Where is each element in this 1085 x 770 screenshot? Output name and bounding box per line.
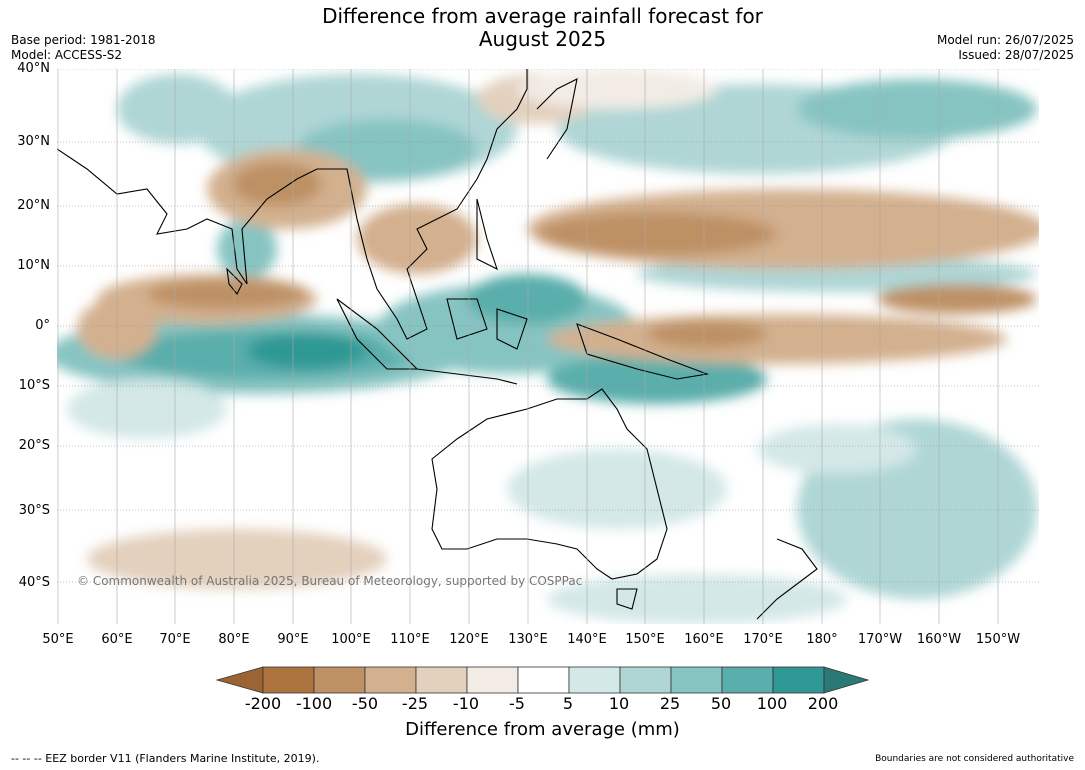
colorbar-tick-label: 5: [562, 694, 574, 713]
lon-label: 150°E: [625, 632, 665, 647]
lat-label: 40°N: [17, 61, 50, 76]
base-period: Base period: 1981-2018: [11, 33, 156, 47]
colorbar-tick-label: -25: [401, 694, 429, 713]
eez-legend-note: -- -- -- EEZ border V11 (Flanders Marine…: [11, 752, 320, 765]
copyright-notice: © Commonwealth of Australia 2025, Bureau…: [77, 574, 583, 588]
lat-label: 40°S: [18, 575, 50, 590]
lon-label: 90°E: [277, 632, 309, 647]
colorbar-segment: [721, 666, 774, 694]
colorbar-extend-high: [823, 666, 870, 694]
colorbar-segment: [415, 666, 468, 694]
lon-label: 140°E: [567, 632, 607, 647]
colorbar-tick-label: 200: [807, 694, 839, 713]
lon-label: 130°E: [508, 632, 548, 647]
lon-label: 170°E: [743, 632, 783, 647]
anomaly-fields: [57, 69, 1039, 624]
lat-label: 10°S: [18, 378, 50, 393]
colorbar-segment: [619, 666, 672, 694]
colorbar-tick-label: -50: [351, 694, 379, 713]
map-canvas: [57, 69, 1039, 624]
colorbar-tick-label: 100: [756, 694, 788, 713]
map-title: Difference from average rainfall forecas…: [0, 5, 1085, 51]
lon-label: 100°E: [331, 632, 371, 647]
colorbar-tick-label: 50: [710, 694, 732, 713]
colorbar-segments: [215, 666, 870, 694]
lat-label: 30°N: [17, 134, 50, 149]
lon-label: 150°W: [975, 632, 1021, 647]
lat-label: 20°S: [18, 438, 50, 453]
lat-label: 30°S: [18, 503, 50, 518]
colorbar-tick-label: -100: [295, 694, 333, 713]
meta-right: Model run: 26/07/2025 Issued: 28/07/2025: [937, 33, 1074, 63]
lon-label: 160°E: [684, 632, 724, 647]
colorbar-segment: [772, 666, 825, 694]
title-line-1: Difference from average rainfall forecas…: [322, 4, 763, 28]
colorbar-tick-label: -5: [509, 694, 525, 713]
colorbar-tick-label: -200: [244, 694, 282, 713]
coastlines: [57, 69, 818, 620]
lat-label: 0°: [35, 318, 50, 333]
lon-label: 110°E: [390, 632, 430, 647]
colorbar-tick-label: -10: [452, 694, 480, 713]
lon-label: 80°E: [218, 632, 250, 647]
lon-label: 50°E: [42, 632, 74, 647]
lon-label: 120°E: [449, 632, 489, 647]
colorbar-segment: [670, 666, 723, 694]
colorbar-extend-low: [215, 666, 264, 694]
lon-label: 70°E: [159, 632, 191, 647]
lon-label: 60°E: [101, 632, 133, 647]
lon-label: 160°W: [916, 632, 962, 647]
lon-label: 170°W: [857, 632, 903, 647]
title-line-2: August 2025: [478, 27, 607, 51]
model-name: Model: ACCESS-S2: [11, 48, 123, 62]
colorbar-segment: [517, 666, 570, 694]
meta-left: Base period: 1981-2018 Model: ACCESS-S2: [11, 33, 156, 63]
issued-date: Issued: 28/07/2025: [958, 48, 1074, 62]
rainfall-map: [57, 69, 1039, 624]
lon-label: 180°: [806, 632, 838, 647]
model-run: Model run: 26/07/2025: [936, 33, 1074, 47]
lat-label: 10°N: [17, 258, 50, 273]
colorbar-segment: [313, 666, 366, 694]
colorbar-segment: [262, 666, 315, 694]
colorbar: [215, 666, 870, 694]
lat-label: 20°N: [17, 198, 50, 213]
colorbar-tick-label: 25: [659, 694, 681, 713]
colorbar-segment: [364, 666, 417, 694]
lon-gridlines: [57, 69, 999, 624]
colorbar-title: Difference from average (mm): [405, 719, 680, 740]
boundaries-disclaimer: Boundaries are not considered authoritat…: [875, 754, 1074, 764]
colorbar-tick-label: 10: [608, 694, 630, 713]
colorbar-segment: [568, 666, 621, 694]
colorbar-segment: [466, 666, 519, 694]
